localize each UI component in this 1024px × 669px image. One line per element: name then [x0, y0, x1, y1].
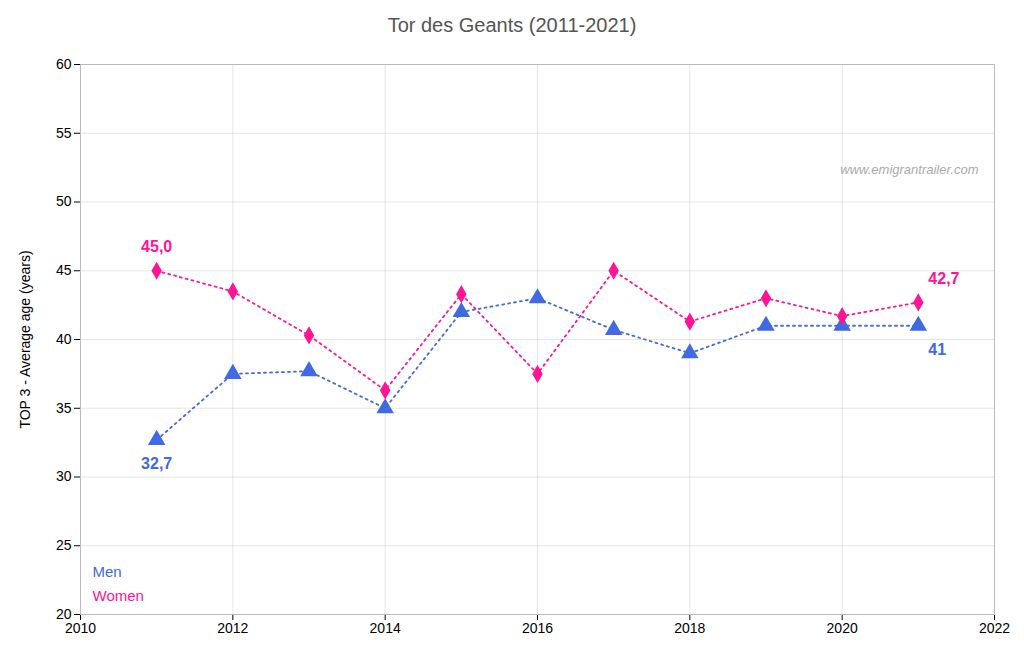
- svg-text:TOP 3 - Average age (years): TOP 3 - Average age (years): [17, 250, 33, 428]
- svg-text:Men: Men: [93, 563, 122, 580]
- html-text:Tor des Geants (2011-2021): Tor des Geants (2011-2021): [387, 14, 637, 36]
- svg-text:2022: 2022: [979, 620, 1010, 636]
- svg-text:2018: 2018: [674, 620, 705, 636]
- svg-text:2016: 2016: [522, 620, 553, 636]
- svg-text:45,0: 45,0: [141, 238, 172, 255]
- svg-text:35: 35: [56, 400, 72, 416]
- svg-text:42,7: 42,7: [928, 269, 959, 286]
- svg-text:2014: 2014: [370, 620, 401, 636]
- svg-text:30: 30: [56, 468, 72, 484]
- svg-text:www.emigrantrailer.com: www.emigrantrailer.com: [840, 162, 978, 177]
- svg-text:60: 60: [56, 56, 72, 72]
- svg-text:2012: 2012: [217, 620, 248, 636]
- svg-text:45: 45: [56, 262, 72, 278]
- svg-text:2020: 2020: [827, 620, 858, 636]
- svg-text:25: 25: [56, 537, 72, 553]
- svg-text:40: 40: [56, 331, 72, 347]
- svg-text:41: 41: [928, 341, 946, 358]
- svg-text:Women: Women: [93, 587, 144, 604]
- svg-text:20: 20: [55, 606, 72, 622]
- svg-text:32,7: 32,7: [141, 455, 172, 472]
- svg-text:55: 55: [56, 125, 72, 141]
- svg-text:2010: 2010: [65, 620, 96, 636]
- svg-text:50: 50: [56, 193, 72, 209]
